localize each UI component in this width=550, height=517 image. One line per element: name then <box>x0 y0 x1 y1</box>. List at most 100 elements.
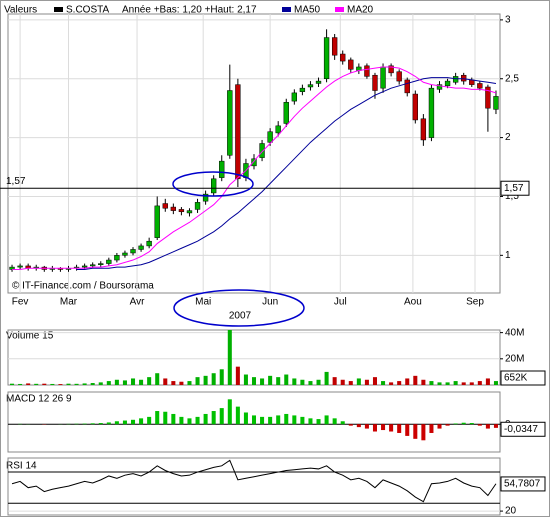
panel-title: RSI 14 <box>6 461 37 472</box>
bar <box>219 408 224 425</box>
source: © IT-Finance.com / Boursorama <box>12 281 154 292</box>
candle-body <box>259 143 265 158</box>
candle-body <box>122 252 128 256</box>
bar <box>260 378 265 385</box>
panel-title: MACD 12 26 9 <box>6 394 72 405</box>
candle-body <box>275 125 281 134</box>
candle-body <box>396 71 402 82</box>
bar <box>356 424 361 428</box>
candle-body <box>388 65 394 74</box>
bar <box>90 383 95 385</box>
bar <box>179 381 184 385</box>
y-tick-label: 20 <box>505 506 517 517</box>
candle-body <box>436 84 443 90</box>
candle-body <box>461 74 467 82</box>
candle-body <box>162 203 168 209</box>
candle-body <box>420 118 427 141</box>
bar <box>243 412 248 425</box>
bar <box>42 383 47 385</box>
legend-label: MA50 <box>294 5 321 16</box>
bar <box>106 381 111 385</box>
bar <box>389 424 394 432</box>
candle-body <box>90 264 96 267</box>
bar <box>122 420 127 425</box>
candle-body <box>9 266 15 270</box>
candle-body <box>380 66 386 89</box>
bar <box>203 375 208 385</box>
bar <box>122 380 127 385</box>
bar <box>219 369 224 385</box>
y-tick-label: 1,5 <box>505 191 519 202</box>
bar <box>155 411 160 425</box>
x-tick-label: Aou <box>404 297 422 308</box>
y-tick-label: 1 <box>505 250 511 261</box>
x-tick-label: Fev <box>12 297 29 308</box>
candle-body <box>348 59 354 70</box>
bar <box>227 330 232 385</box>
candle-body <box>291 92 297 102</box>
bar <box>211 373 216 385</box>
candle-body <box>404 79 410 94</box>
bar <box>300 416 305 425</box>
candle-body <box>138 245 144 250</box>
bar <box>10 383 15 385</box>
bar <box>485 424 490 429</box>
bar <box>477 381 482 385</box>
bar <box>147 416 152 425</box>
candle-body <box>114 255 120 261</box>
candle-body <box>428 87 435 138</box>
bar <box>106 422 111 425</box>
bar <box>372 424 377 432</box>
candle-body <box>477 83 483 89</box>
bar <box>389 382 394 385</box>
bar <box>268 416 273 425</box>
candle-body <box>154 205 160 238</box>
x-tick-label: Jul <box>334 297 347 308</box>
bar <box>437 424 442 429</box>
bar <box>163 411 168 425</box>
bar <box>445 382 450 385</box>
y-tick-label: 2,5 <box>505 73 519 84</box>
bar <box>397 424 402 433</box>
bar <box>82 383 87 385</box>
bar <box>453 381 458 385</box>
symbol-swatch <box>54 7 63 12</box>
bar <box>276 415 281 425</box>
bar <box>381 424 386 431</box>
value-box <box>500 370 546 386</box>
candle-body <box>452 76 459 83</box>
rsi-line <box>11 459 497 503</box>
candle-body <box>340 53 346 62</box>
bar <box>461 382 466 385</box>
bar <box>171 381 176 385</box>
x-axis-label: 2007 <box>229 311 252 322</box>
bar <box>251 415 257 425</box>
panel-frame <box>7 457 501 516</box>
bar <box>405 378 410 385</box>
bar <box>461 422 466 425</box>
candle-body <box>444 80 451 87</box>
y-tick-label: 20M <box>505 353 524 364</box>
bar <box>292 378 297 385</box>
symbol: S.COSTA <box>66 5 109 16</box>
bar <box>251 377 257 385</box>
candle-body <box>372 74 378 91</box>
bar <box>356 378 361 385</box>
bar <box>413 375 418 385</box>
candle-body <box>146 240 152 247</box>
candle-body <box>323 37 330 79</box>
candle-body <box>130 249 136 254</box>
bar <box>485 378 490 385</box>
bar <box>74 383 79 385</box>
panel-frame <box>7 329 501 386</box>
bar <box>429 424 434 433</box>
bar <box>453 423 458 425</box>
y-tick-label: 2 <box>505 132 511 143</box>
x-tick-label: Mai <box>195 297 211 308</box>
bar <box>292 415 297 425</box>
candle-body <box>299 87 306 92</box>
panel-frame <box>7 13 501 294</box>
bar <box>405 424 410 436</box>
bar <box>469 382 474 385</box>
